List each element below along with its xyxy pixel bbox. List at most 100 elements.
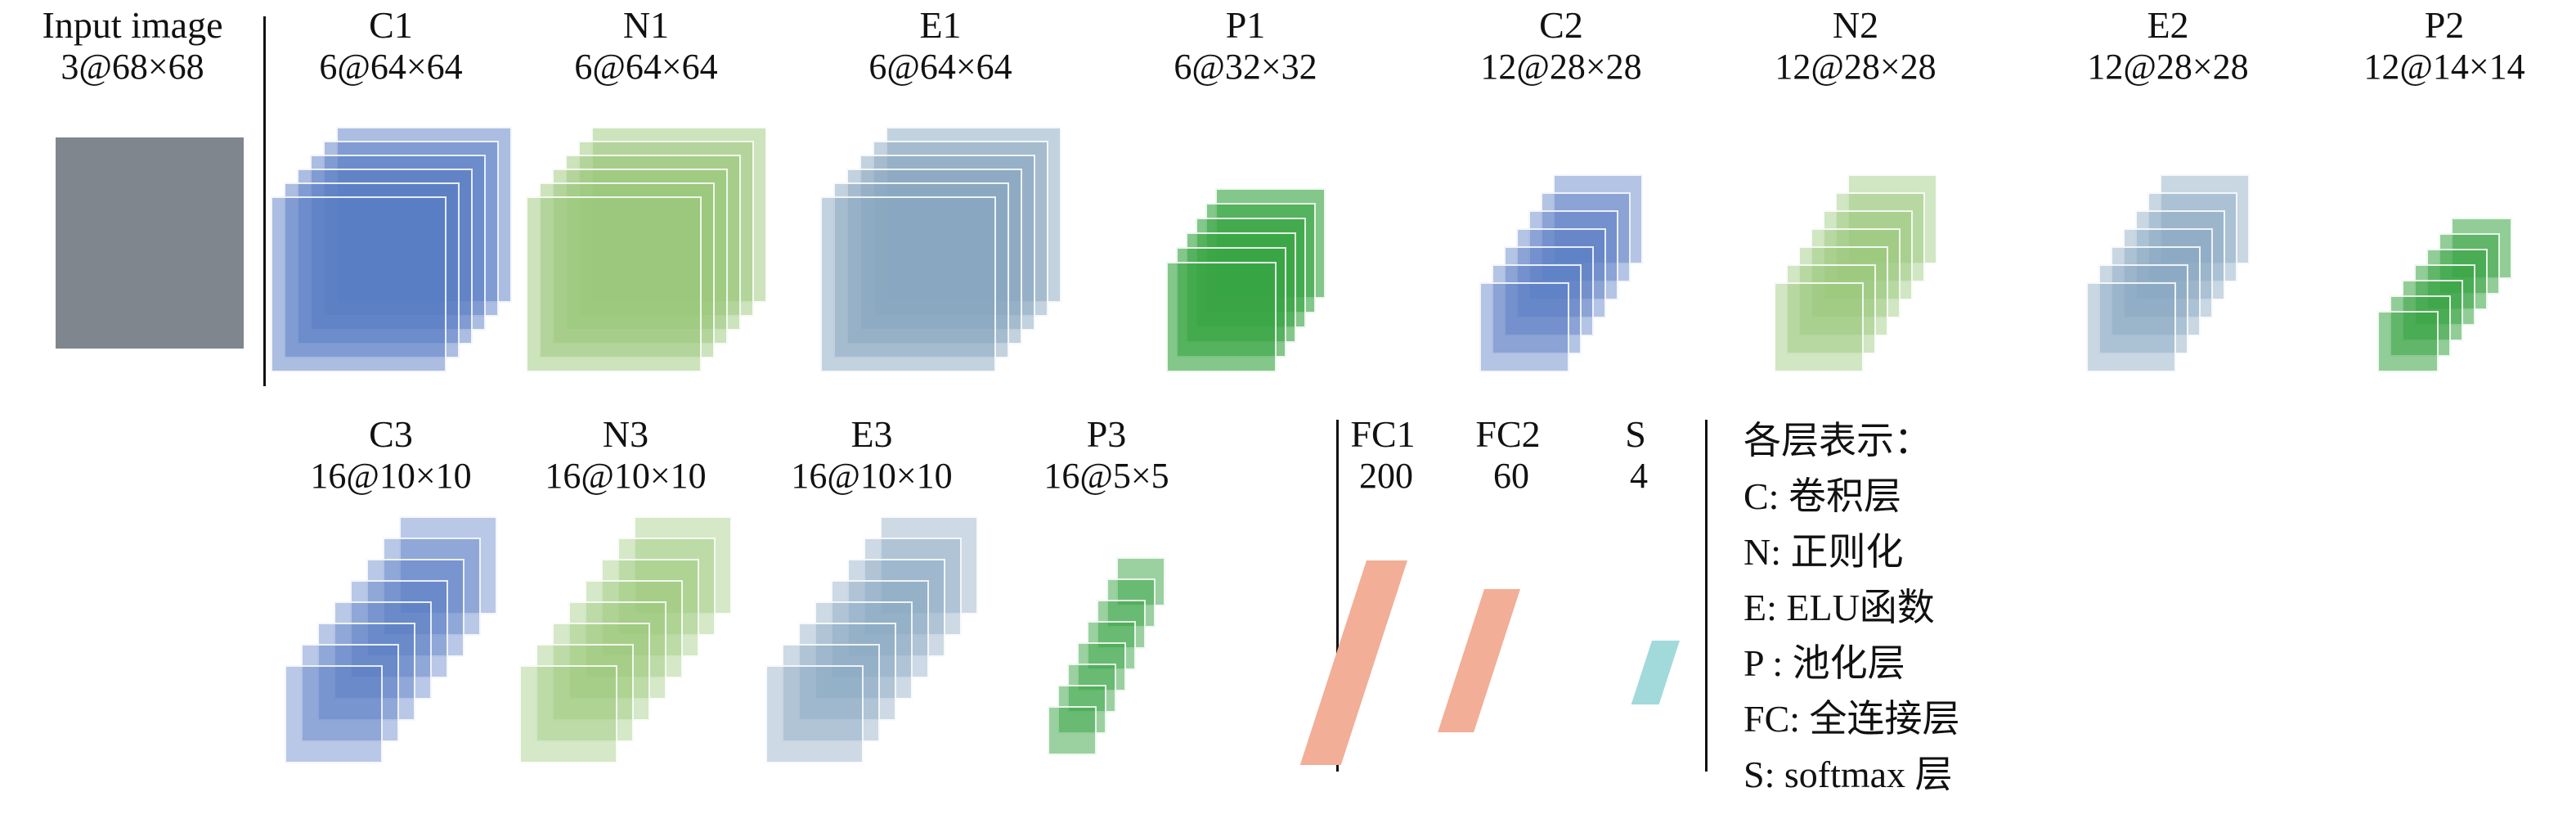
legend-item-norm: N: 正则化	[1744, 531, 1904, 573]
layer-size-c3: 16@10×10	[310, 456, 472, 496]
layer-size-c2: 12@28×28	[1480, 47, 1642, 87]
feature-map	[526, 196, 702, 372]
feature-map-stack-n1	[526, 127, 767, 372]
layer-size-p3: 16@5×5	[1043, 456, 1169, 496]
softmax-parallelogram	[1631, 641, 1680, 704]
layer-label-e2: E2	[2147, 4, 2189, 46]
fc1-size: 200	[1359, 456, 1413, 496]
feature-map	[798, 623, 896, 721]
feature-map-stack-e2	[2086, 174, 2250, 372]
feature-map	[634, 516, 732, 614]
feature-map	[847, 559, 945, 657]
layer-size-p2: 12@14×14	[2363, 47, 2525, 87]
feature-map	[1774, 282, 1864, 372]
feature-map	[1835, 192, 1925, 282]
layer-size-e3: 16@10×10	[791, 456, 953, 496]
layer-label-n1: N1	[622, 4, 670, 46]
legend-item-conv: C: 卷积层	[1744, 475, 1901, 517]
feature-map	[831, 580, 929, 678]
layer-label-e3: E3	[850, 413, 893, 455]
feature-map	[1166, 262, 1277, 372]
layer-label-c2: C2	[1539, 4, 1583, 46]
feature-map	[1516, 228, 1606, 318]
layer-label-c3: C3	[369, 413, 413, 455]
feature-map	[366, 559, 464, 657]
fc2-label: FC2	[1475, 413, 1541, 455]
feature-map	[383, 538, 481, 636]
feature-map	[536, 644, 634, 742]
input-image-size: 3@68×68	[61, 47, 204, 87]
divider-input	[263, 16, 266, 386]
feature-map-stack-c1	[271, 127, 512, 372]
feature-map	[2086, 282, 2176, 372]
feature-map	[317, 623, 415, 721]
feature-map	[2160, 174, 2250, 264]
feature-map	[2098, 264, 2188, 354]
layer-label-p2: P2	[2424, 4, 2465, 46]
feature-map	[820, 196, 996, 372]
softmax-size: 4	[1630, 456, 1648, 496]
legend-item-softmax: S: softmax 层	[1744, 754, 1953, 795]
feature-map	[1823, 210, 1913, 300]
layer-label-c1: C1	[369, 4, 413, 46]
layer-size-n1: 6@64×64	[574, 47, 718, 87]
feature-map	[1541, 192, 1631, 282]
feature-map	[399, 516, 497, 614]
feature-map-stack-n3	[519, 516, 732, 763]
feature-map	[301, 644, 399, 742]
layer-label-n2: N2	[1832, 4, 1879, 46]
fc1-parallelogram	[1299, 560, 1407, 765]
feature-map	[1811, 228, 1901, 318]
feature-map-stack-n2	[1774, 174, 1937, 372]
feature-map	[1528, 210, 1618, 300]
feature-map	[1492, 264, 1582, 354]
layer-size-n2: 12@28×28	[1775, 47, 1936, 87]
layer-label-p1: P1	[1225, 4, 1266, 46]
divider-fc-left	[1336, 420, 1339, 772]
legend-item-fc: FC: 全连接层	[1744, 698, 1960, 740]
feature-map	[552, 623, 650, 721]
feature-map-stack-p1	[1166, 188, 1326, 372]
feature-map	[2147, 192, 2237, 282]
feature-map	[334, 601, 432, 700]
feature-map	[782, 644, 880, 742]
feature-map-stack-e3	[765, 516, 978, 763]
feature-map	[285, 665, 383, 763]
feature-map-stack-c2	[1479, 174, 1643, 372]
legend-title: 各层表示：	[1744, 420, 1932, 461]
feature-map	[1504, 246, 1594, 336]
feature-map	[271, 196, 447, 372]
layer-size-p1: 6@32×32	[1174, 47, 1317, 87]
feature-map	[585, 580, 683, 678]
fc2-parallelogram	[1438, 589, 1520, 732]
feature-map-stack-c3	[285, 516, 497, 763]
layer-label-n3: N3	[602, 413, 649, 455]
feature-map	[1553, 174, 1643, 264]
feature-map	[1798, 246, 1888, 336]
feature-map	[2135, 210, 2225, 300]
divider-fc-right	[1705, 420, 1708, 772]
feature-map	[350, 580, 448, 678]
layer-size-c1: 6@64×64	[319, 47, 463, 87]
legend-item-elu: E: ELU函数	[1744, 587, 1935, 628]
feature-map-stack-e1	[820, 127, 1061, 372]
feature-map	[1847, 174, 1937, 264]
layer-size-e2: 12@28×28	[2087, 47, 2249, 87]
legend: 各层表示： C: 卷积层 N: 正则化 E: ELU函数 P : 池化层 FC:…	[1744, 413, 1960, 803]
feature-map	[1479, 282, 1569, 372]
feature-map	[864, 538, 962, 636]
input-image-label: Input image	[42, 4, 223, 46]
layer-size-e1: 6@64×64	[868, 47, 1012, 87]
legend-item-pool: P : 池化层	[1744, 642, 1905, 684]
feature-map	[1786, 264, 1876, 354]
feature-map	[519, 665, 617, 763]
softmax-label: S	[1625, 413, 1646, 455]
fc1-label: FC1	[1350, 413, 1416, 455]
feature-map	[1048, 706, 1097, 755]
feature-map	[601, 559, 699, 657]
feature-map	[2111, 246, 2201, 336]
feature-map	[880, 516, 978, 614]
feature-map	[815, 601, 913, 700]
feature-map	[2377, 311, 2439, 372]
